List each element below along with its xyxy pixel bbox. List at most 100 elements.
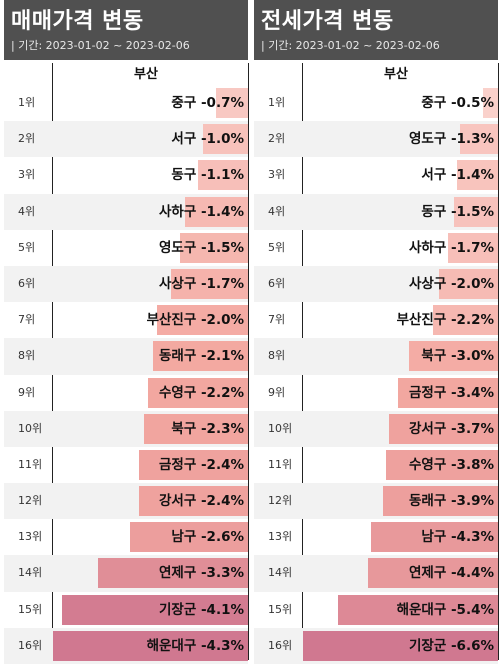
table-row: 8위 북구 -3.0%: [254, 338, 498, 375]
bar-rows: 1위 중구 -0.7% 2위 서구 -1.0% 3위 동구 -1.1% 4위 사하구 -1.4…: [4, 85, 248, 664]
table-row: 4위 사하구 -1.4%: [4, 193, 248, 230]
data-label: 금정구 -3.4%: [408, 384, 494, 401]
rank-label: 5위: [268, 240, 286, 254]
rank-label: 12위: [268, 494, 293, 508]
period-label: | 기간: 2023-01-02 ~ 2023-02-06: [11, 39, 190, 52]
rank-label: 15위: [268, 602, 293, 616]
data-label: 해운대구 -4.3%: [146, 637, 244, 654]
rank-label: 6위: [18, 276, 36, 290]
table-row: 13위 남구 -2.6%: [4, 519, 248, 555]
table-row: 16위 해운대구 -4.3%: [4, 627, 248, 664]
data-label: 영도구 -1.3%: [408, 131, 494, 148]
table-row: 12위 강서구 -2.4%: [4, 483, 248, 520]
table-row: 10위 강서구 -3.7%: [254, 410, 498, 447]
data-label: 북구 -2.3%: [171, 420, 244, 437]
table-row: 15위 기장군 -4.1%: [4, 592, 248, 628]
data-label: 남구 -4.3%: [421, 529, 494, 546]
table-row: 14위 연제구 -4.4%: [254, 555, 498, 592]
bar-mark: [198, 160, 248, 191]
bar-mark: [53, 630, 248, 661]
bar-mark: [216, 88, 248, 118]
rank-label: 3위: [18, 168, 36, 182]
table-row: 11위 수영구 -3.8%: [254, 447, 498, 483]
rank-label: 15위: [18, 602, 43, 616]
rank-label: 11위: [268, 457, 293, 471]
bar-mark: [447, 232, 498, 263]
bar-mark: [130, 522, 248, 553]
region-label: 부산: [134, 67, 158, 82]
bar-mark: [385, 449, 498, 480]
table-row: 13위 남구 -4.3%: [254, 519, 498, 555]
rank-label: 14위: [18, 566, 43, 580]
rank-label: 16위: [18, 638, 43, 652]
rank-label: 4위: [268, 204, 286, 218]
bar-mark: [170, 268, 248, 299]
table-row: 11위 금정구 -2.4%: [4, 447, 248, 483]
rank-label: 2위: [268, 132, 286, 146]
right-axis: [248, 63, 249, 660]
table-row: 2위 영도구 -1.3%: [254, 121, 498, 158]
rank-label: 8위: [268, 349, 286, 363]
data-label: 해운대구 -5.4%: [396, 601, 494, 618]
rank-label: 10위: [268, 421, 293, 435]
rank-label: 7위: [268, 313, 286, 327]
data-label: 서구 -1.0%: [171, 131, 244, 148]
bar-mark: [456, 160, 498, 191]
bar-mark: [483, 88, 498, 118]
bar-mark: [143, 413, 248, 444]
rank-label: 9위: [18, 385, 36, 399]
table-row: 14위 연제구 -3.3%: [4, 555, 248, 592]
rank-label: 13위: [18, 530, 43, 544]
data-label: 연제구 -4.4%: [408, 565, 494, 582]
table-row: 7위 부산진구 -2.2%: [254, 302, 498, 338]
table-row: 5위 영도구 -1.5%: [4, 230, 248, 266]
rank-label: 13위: [268, 530, 293, 544]
bar-mark: [370, 522, 498, 553]
table-row: 1위 중구 -0.5%: [254, 85, 498, 121]
data-label: 동구 -1.5%: [421, 203, 494, 220]
panel-title: 매매가격 변동: [11, 9, 144, 34]
bar-mark: [179, 232, 248, 263]
table-row: 6위 사상구 -2.0%: [254, 265, 498, 303]
bar-mark: [98, 558, 248, 589]
table-row: 6위 사상구 -1.7%: [4, 265, 248, 303]
rank-label: 1위: [268, 96, 286, 109]
bar-mark: [184, 196, 248, 227]
rank-label: 9위: [268, 385, 286, 399]
table-row: 5위 사하구 -1.7%: [254, 230, 498, 266]
table-row: 15위 해운대구 -5.4%: [254, 592, 498, 628]
data-label: 서구 -1.4%: [421, 167, 494, 184]
data-label: 사상구 -1.7%: [158, 275, 244, 292]
bar-mark: [368, 558, 498, 589]
panel-title: 전세가격 변동: [261, 9, 394, 34]
table-row: 10위 북구 -2.3%: [4, 410, 248, 447]
bar-mark: [433, 305, 498, 336]
table-row: 9위 금정구 -3.4%: [254, 375, 498, 411]
data-label: 기장군 -4.1%: [158, 601, 244, 618]
rank-label: 8위: [18, 349, 36, 363]
data-label: 사상구 -2.0%: [408, 275, 494, 292]
sale-price-panel: 매매가격 변동 | 기간: 2023-01-02 ~ 2023-02-06 부산…: [4, 0, 249, 664]
bar-mark: [453, 196, 498, 227]
data-label: 강서구 -3.7%: [408, 420, 494, 437]
bar-mark: [459, 124, 498, 155]
data-label: 남구 -2.6%: [171, 529, 244, 546]
data-label: 부산진구 -2.0%: [146, 312, 244, 329]
table-row: 3위 동구 -1.1%: [4, 157, 248, 193]
bar-mark: [152, 341, 248, 372]
bar-mark: [303, 630, 498, 661]
rank-label: 6위: [268, 276, 286, 290]
region-label: 부산: [384, 67, 408, 82]
data-label: 사하구 -1.4%: [158, 203, 244, 220]
data-label: 기장군 -6.6%: [408, 637, 494, 654]
jeonse-price-panel: 전세가격 변동 | 기간: 2023-01-02 ~ 2023-02-06 부산…: [254, 0, 499, 664]
bar-mark: [338, 594, 498, 625]
data-label: 사하구 -1.7%: [408, 239, 494, 256]
data-label: 부산진구 -2.2%: [396, 312, 494, 329]
rank-label: 14위: [268, 566, 293, 580]
rank-label: 11위: [18, 457, 43, 471]
data-label: 수영구 -3.8%: [408, 456, 494, 473]
data-label: 연제구 -3.3%: [158, 565, 244, 582]
rank-label: 7위: [18, 313, 36, 327]
data-label: 영도구 -1.5%: [158, 239, 244, 256]
